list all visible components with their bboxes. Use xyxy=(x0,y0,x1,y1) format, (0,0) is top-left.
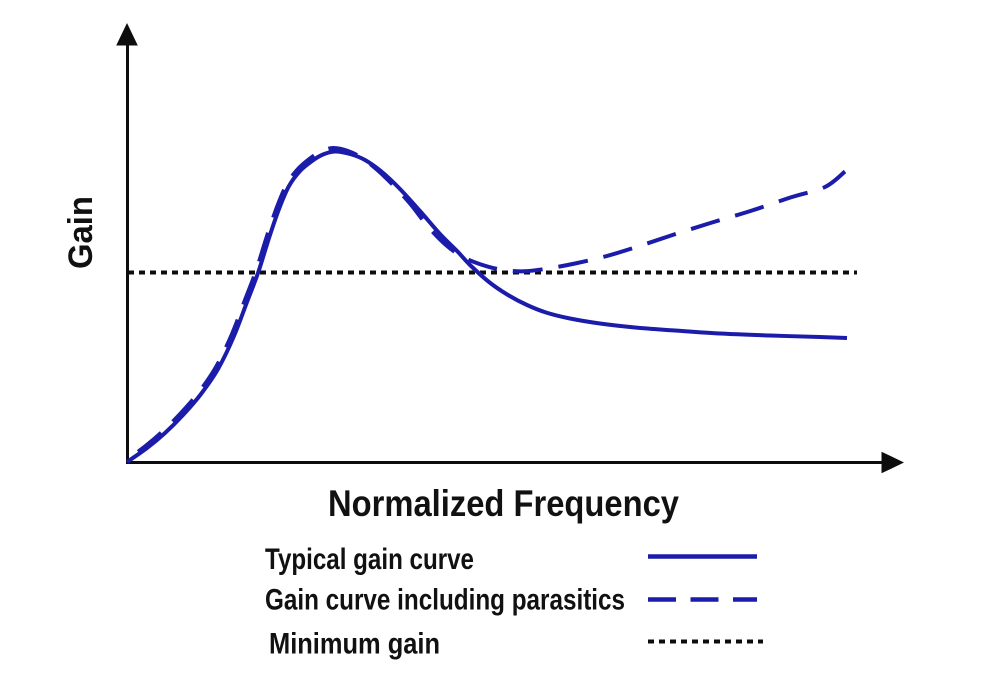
svg-text:Normalized Frequency: Normalized Frequency xyxy=(328,483,679,524)
svg-text:Minimum gain: Minimum gain xyxy=(269,628,440,661)
svg-text:Typical gain curve: Typical gain curve xyxy=(265,543,474,576)
svg-text:Gain: Gain xyxy=(62,196,100,269)
svg-text:Gain curve including parasitic: Gain curve including parasitics xyxy=(265,584,625,617)
